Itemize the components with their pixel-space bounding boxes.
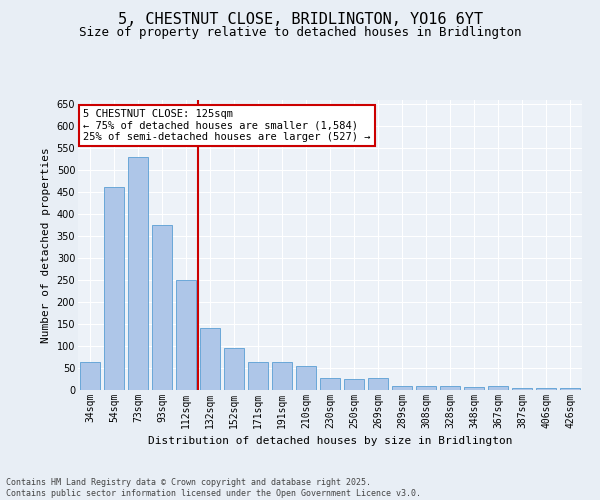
- Bar: [200, 328, 220, 390]
- X-axis label: Distribution of detached houses by size in Bridlington: Distribution of detached houses by size …: [148, 436, 512, 446]
- Bar: [320, 378, 340, 390]
- Text: Contains HM Land Registry data © Crown copyright and database right 2025.
Contai: Contains HM Land Registry data © Crown c…: [6, 478, 421, 498]
- Bar: [488, 386, 508, 390]
- Bar: [344, 379, 364, 390]
- Text: 5, CHESTNUT CLOSE, BRIDLINGTON, YO16 6YT: 5, CHESTNUT CLOSE, BRIDLINGTON, YO16 6YT: [118, 12, 482, 28]
- Bar: [440, 386, 460, 390]
- Bar: [368, 378, 388, 390]
- Bar: [560, 388, 580, 390]
- Bar: [272, 362, 292, 390]
- Bar: [104, 186, 124, 390]
- Bar: [296, 366, 316, 390]
- Bar: [512, 388, 532, 390]
- Bar: [248, 362, 268, 390]
- Bar: [176, 280, 196, 390]
- Bar: [464, 388, 484, 390]
- Bar: [416, 386, 436, 390]
- Y-axis label: Number of detached properties: Number of detached properties: [41, 147, 51, 343]
- Bar: [224, 348, 244, 390]
- Bar: [152, 225, 172, 390]
- Bar: [536, 388, 556, 390]
- Bar: [392, 386, 412, 390]
- Text: 5 CHESTNUT CLOSE: 125sqm
← 75% of detached houses are smaller (1,584)
25% of sem: 5 CHESTNUT CLOSE: 125sqm ← 75% of detach…: [83, 108, 371, 142]
- Text: Size of property relative to detached houses in Bridlington: Size of property relative to detached ho…: [79, 26, 521, 39]
- Bar: [128, 157, 148, 390]
- Bar: [80, 362, 100, 390]
